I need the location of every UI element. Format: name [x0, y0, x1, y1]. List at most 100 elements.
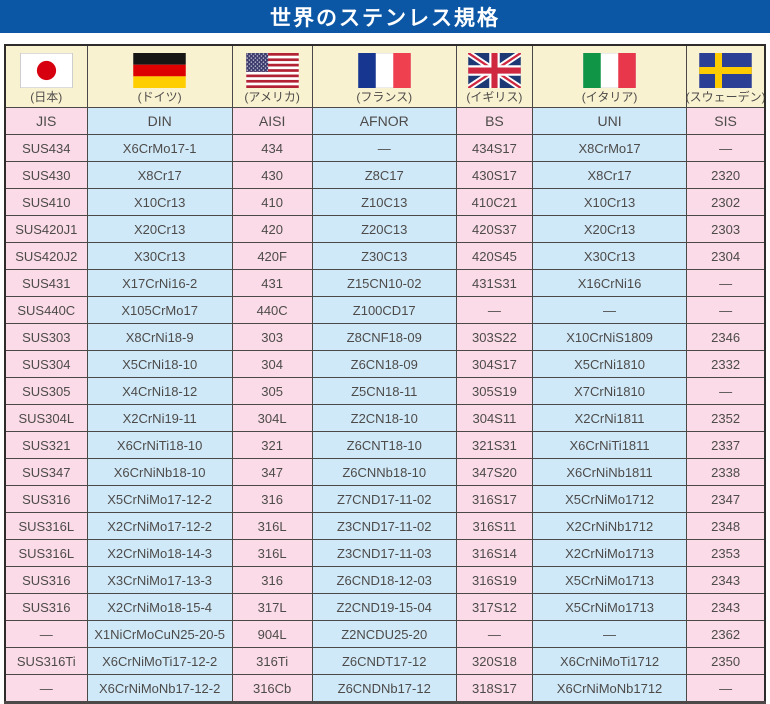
table-cell: X10Cr13	[531, 188, 688, 216]
table-cell: 320S18	[455, 647, 533, 675]
table-cell: SUS440C	[4, 296, 88, 324]
table-cell: —	[686, 269, 766, 297]
table-cell: 430S17	[455, 161, 533, 189]
table-cell: Z10C13	[311, 188, 457, 216]
table-cell: X6CrNiMoNb17-12-2	[86, 674, 233, 703]
table-cell: 2303	[686, 215, 766, 243]
table-row: SUS316L X2CrNiMo18-14-3 316L Z3CND17-11-03 3…	[4, 539, 766, 567]
table-cell: X5CrNiMo1712	[531, 485, 688, 513]
standards-header-row: JIS DIN AISI AFNOR BS UNI SIS	[4, 107, 766, 135]
table-cell: X8CrMo17	[531, 134, 688, 162]
table-row: SUS316 X3CrNiMo17-13-3 316 Z6CND18-12-03 316…	[4, 566, 766, 594]
table-row: SUS420J1 X20Cr13 420 Z20C13 420S37 X20Cr13 230…	[4, 215, 766, 243]
table-cell: 2352	[686, 404, 766, 432]
country-label: (スウェーデン)	[686, 90, 765, 104]
table-cell: SUS316	[4, 593, 88, 621]
table-cell: 420F	[231, 242, 313, 270]
table-cell: 316S14	[455, 539, 533, 567]
table-cell: 2353	[686, 539, 766, 567]
table-cell: 317S12	[455, 593, 533, 621]
header-sweden: (スウェーデン)	[686, 44, 766, 108]
table-cell: 316	[231, 566, 313, 594]
table-row: SUS430 X8Cr17 430 Z8C17 430S17 X8Cr17 2320	[4, 161, 766, 189]
table-cell: 316L	[231, 512, 313, 540]
table-cell: —	[531, 620, 688, 648]
table-row: SUS316L X2CrNiMo17-12-2 316L Z3CND17-11-02 3…	[4, 512, 766, 540]
table-cell: —	[531, 296, 688, 324]
table-cell: 321S31	[455, 431, 533, 459]
flag-header-row: (日本) (ドイツ)	[4, 44, 766, 108]
header-france: (フランス)	[311, 44, 457, 108]
table-cell: Z6CNT18-10	[311, 431, 457, 459]
table-cell: X5CrNiMo17-12-2	[86, 485, 233, 513]
table-cell: 410	[231, 188, 313, 216]
table-row: SUS316 X2CrNiMo18-15-4 317L Z2CND19-15-04 31…	[4, 593, 766, 621]
table-cell: SUS430	[4, 161, 88, 189]
table-cell: 904L	[231, 620, 313, 648]
country-label: (日本)	[30, 90, 63, 104]
table-cell: X2CrNi1811	[531, 404, 688, 432]
table-cell: X1NiCrMoCuN25-20-5	[86, 620, 233, 648]
table-header: (日本) (ドイツ)	[4, 44, 766, 135]
flag-france-icon	[357, 53, 411, 88]
table-cell: X6CrNiTi1811	[531, 431, 688, 459]
table-cell: 2348	[686, 512, 766, 540]
table-cell: 318S17	[455, 674, 533, 703]
table-cell: 431S31	[455, 269, 533, 297]
table-cell: X8Cr17	[531, 161, 688, 189]
country-label: (イギリス)	[466, 90, 523, 104]
table-cell: Z15CN10-02	[311, 269, 457, 297]
country-label: (ドイツ)	[137, 90, 182, 104]
table-cell: X5CrNiMo1713	[531, 566, 688, 594]
country-label: (アメリカ)	[244, 90, 300, 104]
table-row: SUS321 X6CrNiTi18-10 321 Z6CNT18-10 321S31 X6…	[4, 431, 766, 459]
table-cell: 2347	[686, 485, 766, 513]
table-cell: 305	[231, 377, 313, 405]
table-cell: 304L	[231, 404, 313, 432]
table-cell: SUS316	[4, 566, 88, 594]
table-cell: Z3CND17-11-03	[311, 539, 457, 567]
standard-label-sis: SIS	[686, 107, 766, 135]
table-cell: SUS420J1	[4, 215, 88, 243]
flag-italy-icon	[583, 53, 637, 88]
table-row: SUS420J2 X30Cr13 420F Z30C13 420S45 X30Cr13 23…	[4, 242, 766, 270]
standards-table: (日本) (ドイツ)	[4, 44, 766, 704]
table-cell: 316Ti	[231, 647, 313, 675]
table-cell: 2362	[686, 620, 766, 648]
standards-table-wrap: (日本) (ドイツ)	[4, 44, 766, 704]
table-cell: X7CrNi1810	[531, 377, 688, 405]
table-cell: X4CrNi18-12	[86, 377, 233, 405]
table-cell: SUS347	[4, 458, 88, 486]
table-row: SUS316Ti X6CrNiMoTi17-12-2 316Ti Z6CNDT17-1…	[4, 647, 766, 675]
table-cell: X8Cr17	[86, 161, 233, 189]
table-cell: Z5CN18-11	[311, 377, 457, 405]
table-cell: X16CrNi16	[531, 269, 688, 297]
page-title: 世界のステンレス規格	[270, 6, 500, 30]
table-row: SUS303 X8CrNi18-9 303 Z8CNF18-09 303S22 X10Cr…	[4, 323, 766, 351]
table-cell: —	[686, 134, 766, 162]
table-cell: —	[311, 134, 457, 162]
header-uk: (イギリス)	[455, 44, 533, 108]
table-cell: SUS434	[4, 134, 88, 162]
table-cell: X10CrNiS1809	[531, 323, 688, 351]
table-cell: Z2NCDU25-20	[311, 620, 457, 648]
table-cell: Z8CNF18-09	[311, 323, 457, 351]
table-cell: Z20C13	[311, 215, 457, 243]
country-label: (フランス)	[356, 90, 413, 104]
table-cell: Z30C13	[311, 242, 457, 270]
table-cell: 347S20	[455, 458, 533, 486]
table-cell: Z6CNDT17-12	[311, 647, 457, 675]
standard-label-aisi: AISI	[231, 107, 313, 135]
table-cell: X2CrNi19-11	[86, 404, 233, 432]
table-cell: 316Cb	[231, 674, 313, 703]
table-cell: X2CrNiMo18-15-4	[86, 593, 233, 621]
table-cell: 2320	[686, 161, 766, 189]
table-cell: Z100CD17	[311, 296, 457, 324]
table-cell: 2332	[686, 350, 766, 378]
table-cell: 2350	[686, 647, 766, 675]
table-row: — X6CrNiMoNb17-12-2 316Cb Z6CNDNb17-12 318S1…	[4, 674, 766, 703]
table-cell: 316S17	[455, 485, 533, 513]
table-row: SUS434 X6CrMo17-1 434—434S17 X8CrMo17—	[4, 134, 766, 162]
table-cell: Z6CNDNb17-12	[311, 674, 457, 703]
table-cell: 2343	[686, 566, 766, 594]
